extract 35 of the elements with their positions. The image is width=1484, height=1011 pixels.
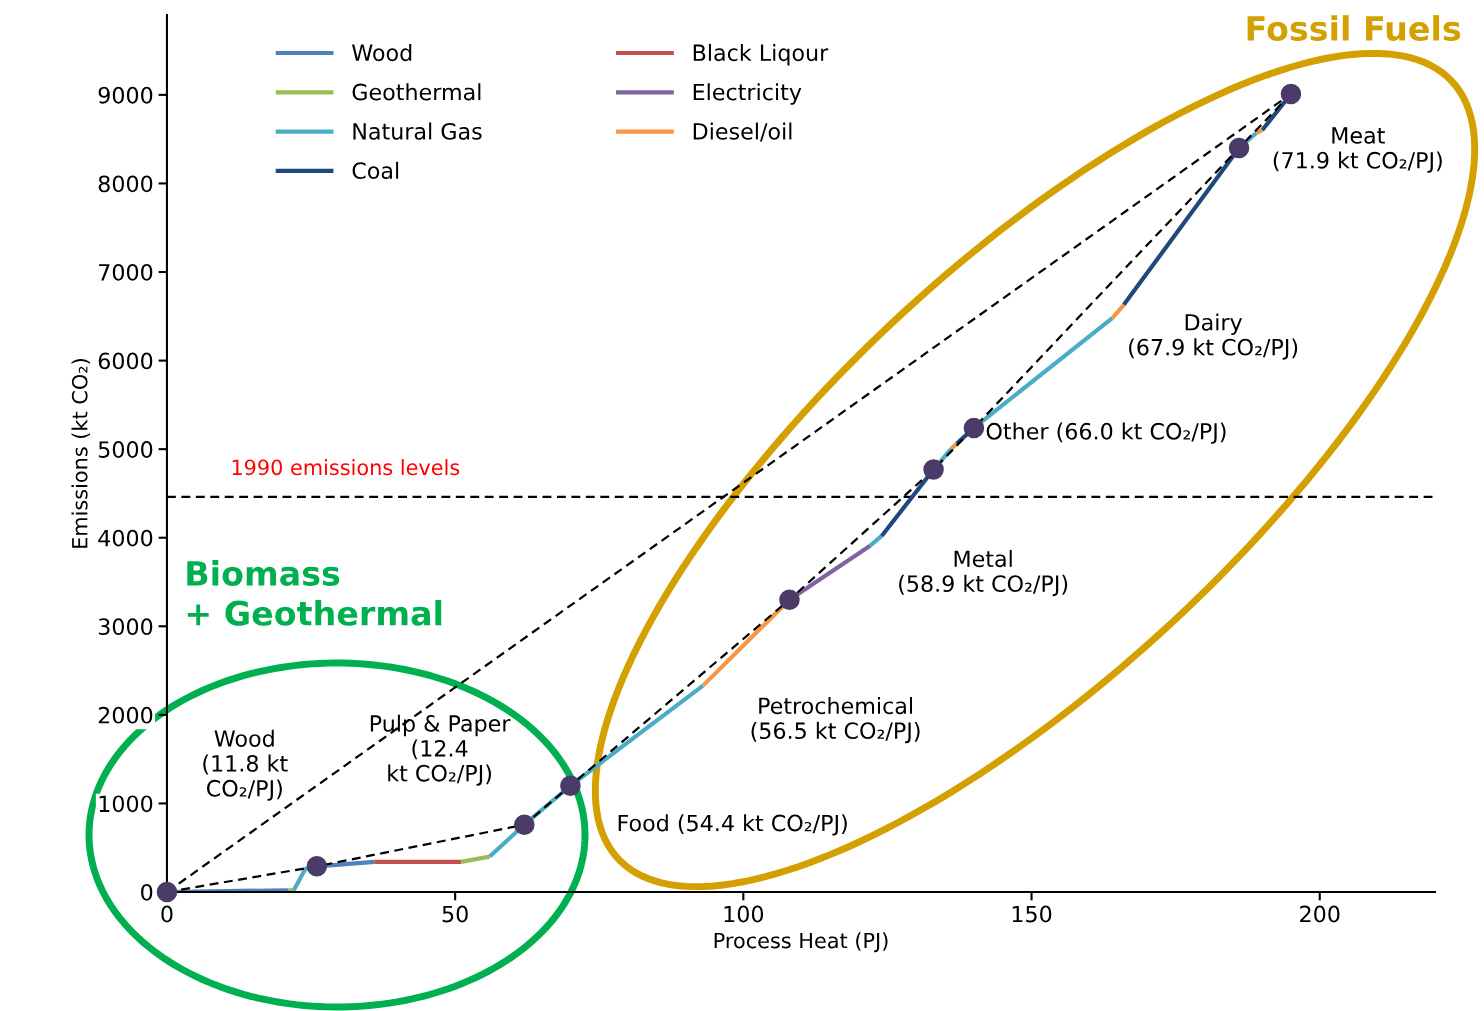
annotation: Fossil Fuels bbox=[1247, 15, 1461, 41]
y-tick-label: 2000 bbox=[98, 706, 153, 724]
y-tick-label: 8000 bbox=[98, 175, 153, 193]
x-tick-label: 200 bbox=[1300, 905, 1340, 923]
annotation: Food (54.4 kt CO₂/PJ) bbox=[618, 814, 847, 836]
y-tick-label: 5000 bbox=[98, 441, 153, 458]
y-tick-label: 3000 bbox=[98, 618, 153, 636]
y-tick-label: 0 bbox=[141, 883, 153, 901]
legend-label: Wood bbox=[352, 43, 412, 62]
legend-label: Natural Gas bbox=[353, 122, 482, 140]
annotation: Other (66.0 kt CO₂/PJ) bbox=[986, 422, 1226, 444]
annotation: Biomass + Geothermal bbox=[187, 560, 442, 626]
x-tick-label: 150 bbox=[1012, 905, 1052, 923]
annotation: Metal (58.9 kt CO₂/PJ) bbox=[899, 549, 1068, 597]
annotation: Dairy (67.9 kt CO₂/PJ) bbox=[1129, 313, 1298, 360]
y-tick-label: 9000 bbox=[98, 86, 153, 104]
legend-label: Geothermal bbox=[352, 83, 481, 101]
y-tick-label: 7000 bbox=[99, 263, 153, 281]
annotation: Pulp & Paper (12.4 kt CO₂/PJ) bbox=[370, 714, 511, 786]
ref-line-label: 1990 emissions levels bbox=[232, 459, 460, 476]
x-tick-label: 50 bbox=[442, 905, 468, 923]
x-axis-title: Process Heat (PJ) bbox=[714, 932, 888, 953]
legend-label: Coal bbox=[352, 161, 399, 179]
legend-label: Electricity bbox=[693, 83, 802, 105]
annotation: Wood (11.8 kt CO₂/PJ) bbox=[203, 729, 288, 801]
x-tick-label: 100 bbox=[724, 905, 764, 923]
y-axis-title: Emissions (kt CO₂) bbox=[71, 359, 91, 548]
y-tick-label: 6000 bbox=[98, 352, 153, 370]
x-tick-label: 0 bbox=[161, 905, 173, 923]
annotation: Meat (71.9 kt CO₂/PJ) bbox=[1273, 127, 1442, 173]
y-tick-label: 4000 bbox=[98, 529, 153, 547]
annotation: Petrochemical (56.5 kt CO₂/PJ) bbox=[751, 696, 920, 744]
y-tick-label: 1000 bbox=[99, 795, 153, 813]
legend-label: Black Liqour bbox=[693, 43, 829, 66]
legend-label: Diesel/oil bbox=[693, 122, 792, 142]
